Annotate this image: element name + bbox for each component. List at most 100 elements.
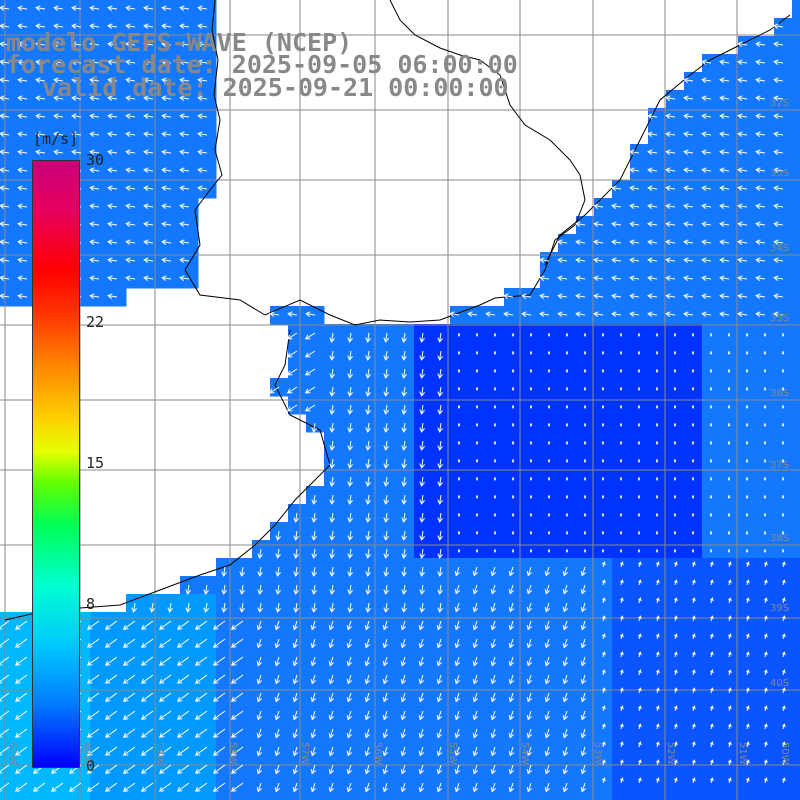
wind-arrow xyxy=(382,638,389,649)
wind-arrow xyxy=(50,782,64,792)
wind-arrow xyxy=(472,584,479,595)
wind-arrow xyxy=(454,782,461,793)
wind-arrow xyxy=(274,764,281,775)
wind-arrow xyxy=(419,422,425,433)
ocean-cell xyxy=(792,648,800,667)
ocean-cell xyxy=(702,594,721,613)
wind-arrow xyxy=(89,221,100,227)
wind-arrow xyxy=(365,386,371,397)
ocean-cell xyxy=(666,252,685,271)
wind-arrow xyxy=(293,512,299,523)
wind-arrow xyxy=(329,332,335,343)
wind-arrow xyxy=(179,5,190,11)
wind-arrow xyxy=(86,656,100,666)
wind-arrow xyxy=(701,239,712,245)
wind-arrow xyxy=(328,656,335,667)
wind-arrow xyxy=(701,131,712,137)
ocean-cell xyxy=(18,252,37,271)
ocean-cell xyxy=(198,36,217,55)
wind-arrow xyxy=(611,293,622,299)
wind-arrow xyxy=(35,77,46,83)
wind-arrow xyxy=(475,405,479,409)
ocean-cell xyxy=(162,18,181,37)
wind-arrow xyxy=(727,495,731,499)
wind-arrow xyxy=(400,782,407,793)
ocean-cell xyxy=(612,180,631,199)
wind-arrow xyxy=(293,602,299,613)
wind-arrow xyxy=(763,333,767,337)
ocean-cell xyxy=(126,738,145,757)
wind-arrow xyxy=(637,549,641,553)
wind-arrow xyxy=(161,5,172,11)
ocean-cell xyxy=(720,306,739,325)
coastline xyxy=(184,0,586,326)
ocean-cell xyxy=(702,720,721,739)
wind-arrow xyxy=(763,777,768,784)
lat-label: 36S xyxy=(770,388,790,399)
wind-arrow xyxy=(346,674,353,685)
wind-arrow xyxy=(763,441,767,445)
ocean-cell xyxy=(180,720,199,739)
ocean-cell xyxy=(594,558,613,577)
wind-arrow xyxy=(401,602,407,613)
ocean-cell xyxy=(720,216,739,235)
wind-arrow xyxy=(71,41,82,47)
wind-arrow xyxy=(419,386,425,397)
wind-arrow xyxy=(365,368,371,379)
wind-arrow xyxy=(304,350,316,358)
wind-arrow xyxy=(475,441,479,445)
ocean-cell xyxy=(738,144,757,163)
wind-arrow xyxy=(673,405,677,409)
wind-arrow xyxy=(565,549,569,553)
ocean-cell xyxy=(306,360,325,379)
ocean-cell xyxy=(684,252,703,271)
ocean-cell xyxy=(774,144,793,163)
wind-arrow xyxy=(709,759,714,766)
wind-arrow xyxy=(511,369,515,373)
ocean-cell xyxy=(468,306,487,325)
wind-arrow xyxy=(310,728,317,739)
wind-arrow xyxy=(347,530,353,541)
wind-arrow xyxy=(143,167,154,173)
wind-arrow xyxy=(104,638,118,648)
ocean-cell xyxy=(684,738,703,757)
wind-arrow xyxy=(691,759,696,766)
wind-arrow xyxy=(457,495,461,499)
wind-arrow xyxy=(773,275,784,281)
wind-arrow xyxy=(125,257,136,263)
ocean-cell xyxy=(720,108,739,127)
ocean-cell xyxy=(594,270,613,289)
wind-arrow xyxy=(256,638,263,649)
ocean-cell xyxy=(756,306,775,325)
ocean-cell xyxy=(90,774,109,793)
ocean-cell xyxy=(180,36,199,55)
wind-arrow xyxy=(161,149,172,155)
wind-arrow xyxy=(176,674,190,684)
wind-arrow xyxy=(17,131,28,137)
ocean-cell xyxy=(738,162,757,181)
wind-arrow xyxy=(709,513,713,517)
wind-arrow xyxy=(637,459,641,463)
wind-arrow xyxy=(619,759,624,766)
wind-arrow xyxy=(304,332,316,340)
wind-arrow xyxy=(419,512,425,523)
wind-arrow xyxy=(0,239,10,245)
wind-arrow xyxy=(755,257,766,263)
ocean-cell xyxy=(18,54,37,73)
wind-arrow xyxy=(691,723,696,730)
wind-arrow xyxy=(763,669,768,676)
wind-arrow xyxy=(655,723,660,730)
model-title: modelo GEFS-WAVE (NCEP) xyxy=(6,28,353,57)
ocean-cell xyxy=(774,252,793,271)
wind-arrow xyxy=(104,728,118,738)
wind-arrow xyxy=(0,710,10,720)
wind-arrow xyxy=(629,239,640,245)
wind-arrow xyxy=(709,459,713,463)
wind-arrow xyxy=(35,149,46,155)
wind-arrow xyxy=(511,549,515,553)
wind-arrow xyxy=(580,584,587,595)
wind-arrow xyxy=(763,633,768,640)
wind-arrow xyxy=(737,311,748,317)
wind-arrow xyxy=(436,728,443,739)
ocean-cell xyxy=(612,612,631,631)
